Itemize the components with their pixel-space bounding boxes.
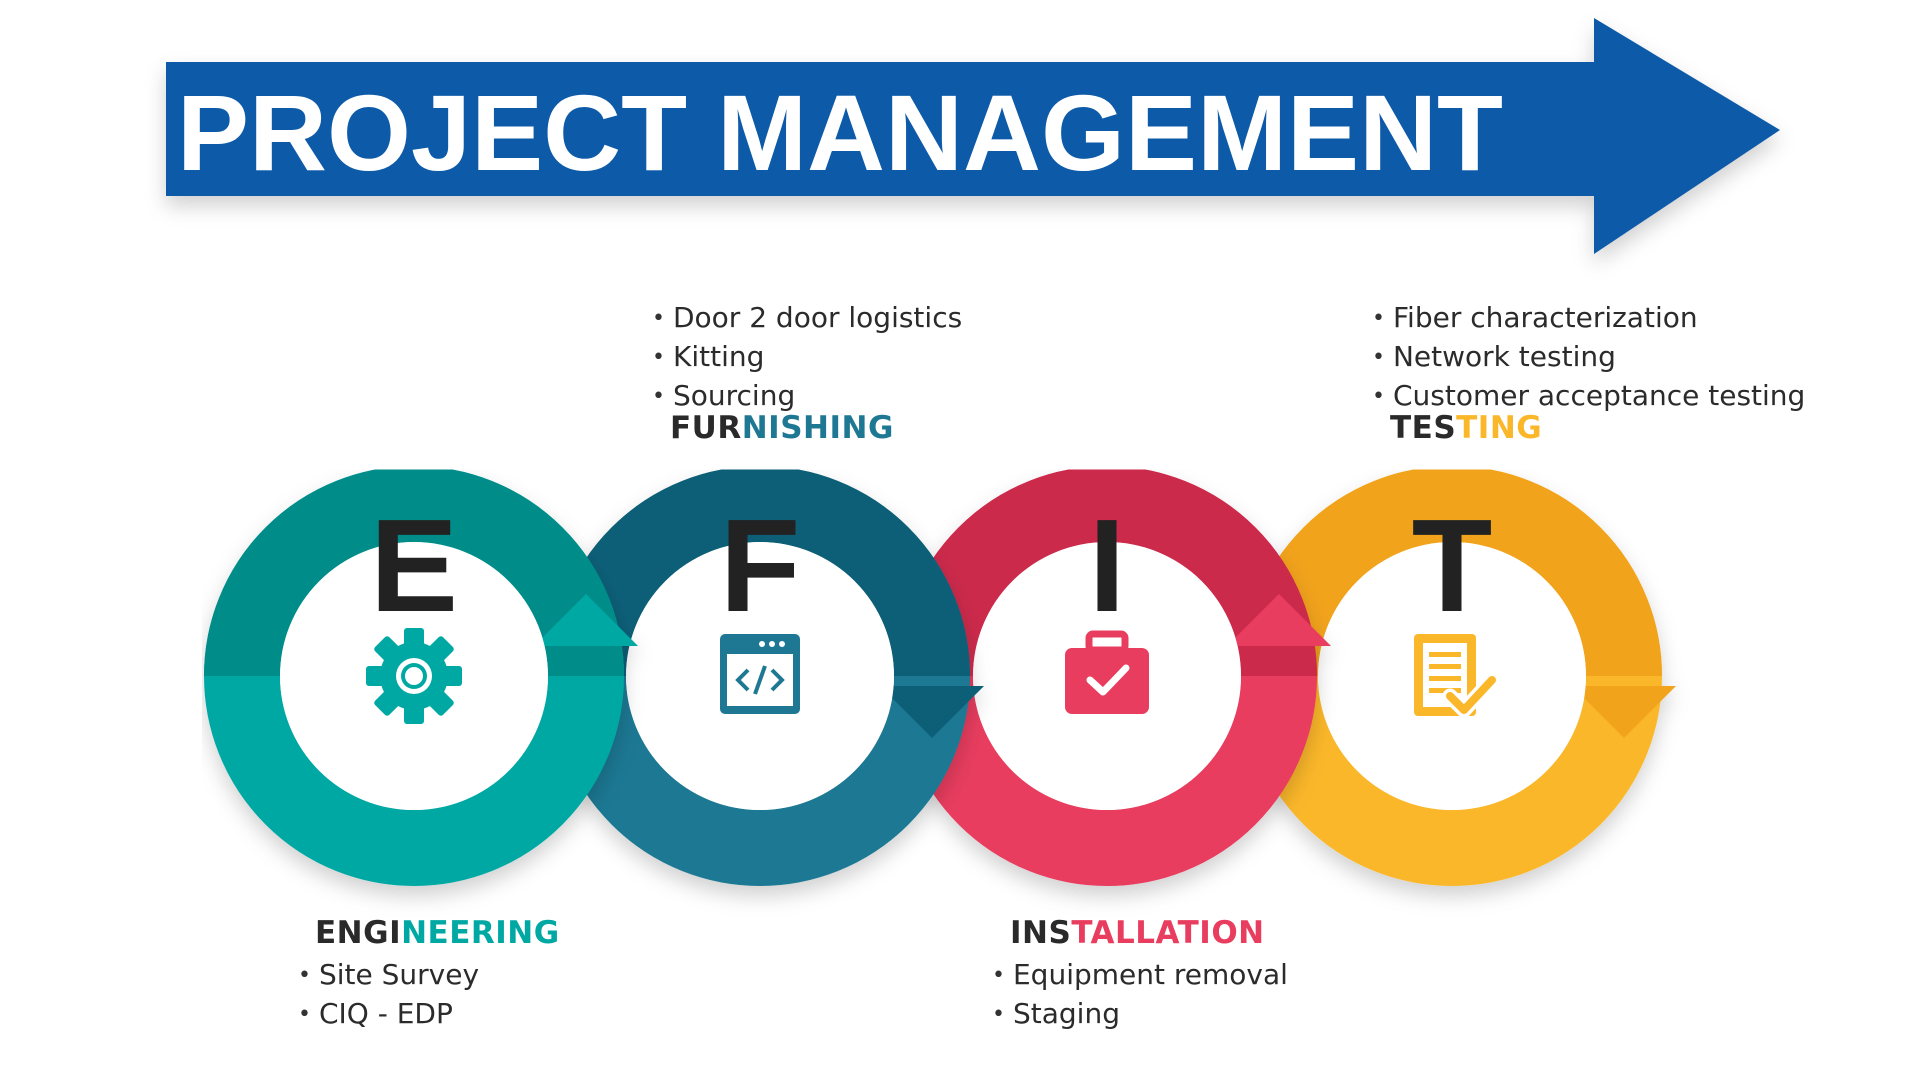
- briefcase-check-icon: [1065, 630, 1149, 714]
- title-arrow: [166, 18, 1780, 254]
- list-item: CIQ - EDP: [298, 996, 479, 1035]
- stage-letter-furnishing: F: [720, 492, 801, 639]
- list-item: Sourcing: [652, 378, 962, 417]
- installation-label: INSTALLATION: [1010, 915, 1265, 951]
- engineering-bullets: Site Survey CIQ - EDP: [298, 957, 479, 1035]
- list-item: Customer acceptance testing: [1372, 378, 1805, 417]
- furnishing-label-color: NISHING: [741, 410, 894, 446]
- list-item: Site Survey: [298, 957, 479, 996]
- checklist-icon: [1414, 634, 1500, 718]
- testing-label-color: TING: [1456, 410, 1543, 446]
- gear-icon: [366, 628, 462, 724]
- list-item: Kitting: [652, 339, 962, 378]
- testing-label: TESTING: [1390, 410, 1542, 446]
- ring-installation-arrowhead: [1227, 594, 1331, 646]
- stage-letter-engineering: E: [370, 492, 458, 639]
- ring-engineering: [204, 466, 638, 886]
- list-item: Staging: [992, 996, 1288, 1035]
- list-item: Door 2 door logistics: [652, 300, 962, 339]
- list-item: Fiber characterization: [1372, 300, 1805, 339]
- ring-testing-arrowhead: [1572, 686, 1676, 738]
- furnishing-label: FURNISHING: [670, 410, 894, 446]
- ring-furnishing-arrowhead: [880, 686, 984, 738]
- installation-label-color: TALLATION: [1071, 915, 1265, 951]
- stage-letter-installation: I: [1089, 492, 1126, 639]
- testing-label-dark: TES: [1390, 410, 1457, 446]
- furnishing-bullets: Door 2 door logistics Kitting Sourcing: [652, 300, 962, 417]
- code-window-icon: [720, 634, 800, 714]
- stage-letter-testing: T: [1412, 492, 1493, 639]
- ring-engineering-arrowhead: [534, 594, 638, 646]
- list-item: Equipment removal: [992, 957, 1288, 996]
- installation-label-dark: INS: [1010, 915, 1072, 951]
- list-item: Network testing: [1372, 339, 1805, 378]
- furnishing-label-dark: FUR: [670, 410, 742, 446]
- installation-bullets: Equipment removal Staging: [992, 957, 1288, 1035]
- ring-installation-top: [897, 466, 1317, 677]
- engineering-label-color: NEERING: [401, 915, 560, 951]
- testing-bullets: Fiber characterization Network testing C…: [1372, 300, 1805, 417]
- ring-engineering-top: [204, 466, 624, 677]
- engineering-label-dark: ENGI: [315, 915, 402, 951]
- page-title: PROJECT MANAGEMENT: [177, 72, 1503, 193]
- engineering-label: ENGINEERING: [315, 915, 560, 951]
